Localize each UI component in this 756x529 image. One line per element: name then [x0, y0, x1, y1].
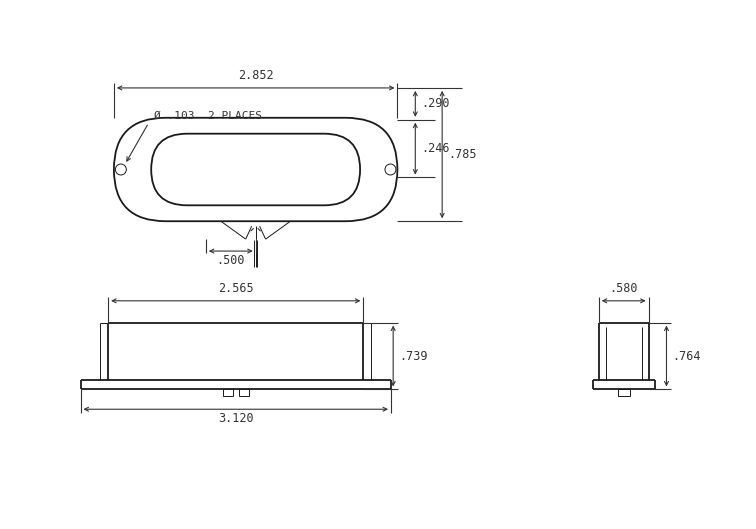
Text: .290: .290 — [421, 97, 450, 111]
Text: .500: .500 — [216, 254, 245, 267]
Bar — [618, 389, 630, 396]
Bar — [223, 389, 233, 396]
Text: 2.565: 2.565 — [218, 282, 253, 295]
Text: Ø .103  2 PLACES: Ø .103 2 PLACES — [153, 111, 262, 121]
Text: .580: .580 — [609, 282, 638, 295]
Text: 2.852: 2.852 — [238, 69, 274, 82]
Bar — [239, 389, 249, 396]
Text: .764: .764 — [672, 350, 701, 362]
Text: 3.120: 3.120 — [218, 412, 253, 425]
FancyBboxPatch shape — [114, 118, 398, 221]
Text: .785: .785 — [448, 148, 476, 161]
Text: .739: .739 — [399, 350, 428, 362]
Text: .246: .246 — [421, 142, 450, 155]
